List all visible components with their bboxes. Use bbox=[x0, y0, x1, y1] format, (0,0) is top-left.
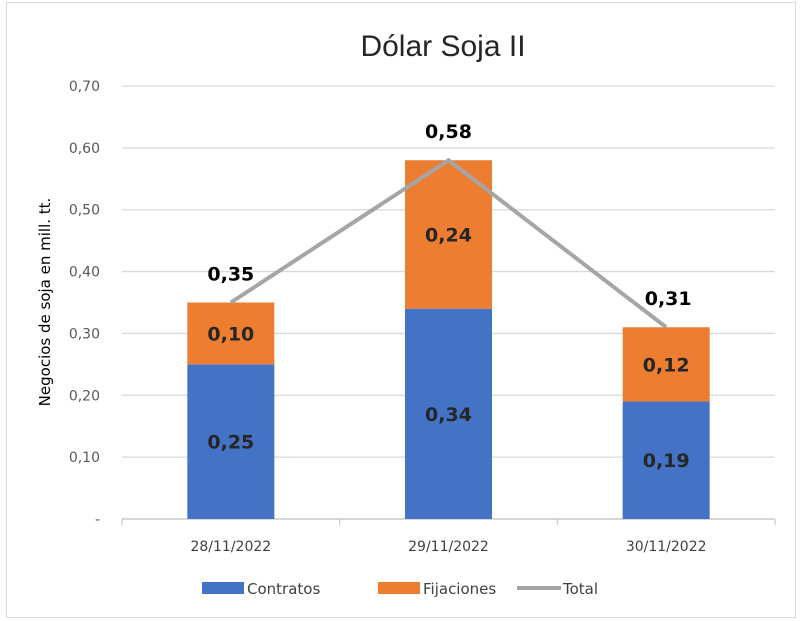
legend-label: Contratos bbox=[247, 580, 320, 598]
data-label: 0,25 bbox=[207, 432, 254, 454]
y-axis-label: Negocios de soja en mill. tt. bbox=[36, 198, 54, 407]
x-tick-label: 28/11/2022 bbox=[190, 539, 271, 555]
total-label: 0,35 bbox=[207, 264, 254, 286]
bar-fijaciones bbox=[187, 302, 275, 365]
chart-title: Dólar Soja II bbox=[360, 30, 525, 63]
bar-fijaciones bbox=[622, 327, 710, 402]
legend-swatch bbox=[378, 582, 420, 594]
legend-label: Fijaciones bbox=[423, 580, 496, 598]
data-label: 0,12 bbox=[643, 354, 690, 376]
y-tick-label: 0,30 bbox=[69, 326, 100, 342]
bar-contratos bbox=[187, 364, 275, 519]
total-label: 0,58 bbox=[425, 121, 472, 143]
y-tick-label: - bbox=[95, 512, 100, 528]
data-label: 0,34 bbox=[425, 404, 472, 426]
y-tick-label: 0,60 bbox=[69, 141, 100, 157]
chart-frame bbox=[6, 2, 796, 618]
y-tick-label: 0,40 bbox=[69, 265, 100, 281]
legend-swatch bbox=[202, 582, 244, 594]
bar-contratos bbox=[405, 308, 492, 519]
bar-contratos bbox=[622, 401, 710, 519]
y-tick-label: 0,10 bbox=[69, 450, 100, 466]
data-label: 0,19 bbox=[643, 450, 690, 472]
x-tick-label: 30/11/2022 bbox=[626, 539, 707, 555]
y-tick-label: 0,50 bbox=[69, 203, 100, 219]
line-total bbox=[229, 157, 668, 329]
legend-label: Total bbox=[562, 580, 598, 598]
y-tick-label: 0,70 bbox=[69, 79, 100, 95]
data-label: 0,10 bbox=[207, 323, 254, 345]
x-tick-label: 29/11/2022 bbox=[408, 539, 489, 555]
data-label: 0,24 bbox=[425, 224, 472, 246]
y-tick-label: 0,20 bbox=[69, 388, 100, 404]
total-label: 0,31 bbox=[645, 288, 692, 310]
